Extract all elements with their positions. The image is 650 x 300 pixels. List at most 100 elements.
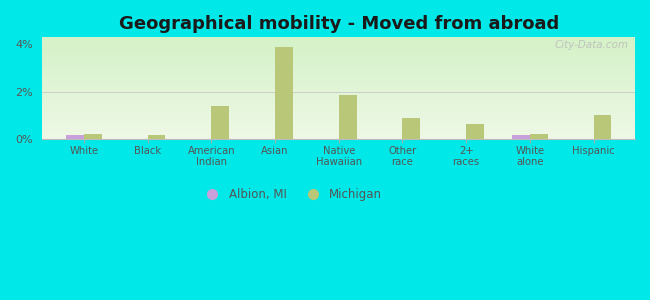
Bar (42, 62, 635, 63)
Bar (42, 108, 635, 109)
Bar (42, 111, 635, 112)
Bar (42, 129, 635, 130)
Bar (42, 138, 635, 139)
Bar (42, 109, 635, 110)
Bar (512, 135, 530, 139)
Bar (339, 95, 357, 139)
Bar (42, 115, 635, 116)
Bar (42, 42, 635, 43)
Bar (42, 116, 635, 117)
Bar (42, 54, 635, 55)
Bar (42, 43, 635, 44)
Bar (42, 118, 635, 119)
Bar (402, 118, 421, 139)
Bar (42, 101, 635, 102)
Bar (42, 39, 635, 40)
Bar (42, 94, 635, 95)
Bar (42, 110, 635, 111)
Bar (42, 86, 635, 87)
Bar (42, 133, 635, 134)
Bar (42, 106, 635, 107)
Bar (42, 78, 635, 79)
Bar (42, 38, 635, 39)
Bar (42, 57, 635, 58)
Bar (42, 107, 635, 108)
Bar (42, 46, 635, 47)
Bar (42, 80, 635, 81)
Title: Geographical mobility - Moved from abroad: Geographical mobility - Moved from abroa… (118, 15, 559, 33)
Bar (42, 69, 635, 70)
Bar (42, 134, 635, 135)
Bar (42, 120, 635, 121)
Bar (42, 87, 635, 88)
Bar (42, 66, 635, 67)
Bar (42, 40, 635, 41)
Bar (42, 56, 635, 57)
Bar (42, 77, 635, 78)
Bar (42, 58, 635, 59)
Bar (42, 96, 635, 97)
Bar (593, 115, 612, 139)
Bar (42, 81, 635, 82)
Bar (42, 51, 635, 52)
Bar (42, 90, 635, 91)
Bar (42, 122, 635, 123)
Bar (42, 124, 635, 125)
Bar (42, 88, 635, 89)
Bar (42, 73, 635, 74)
Bar (42, 44, 635, 45)
Bar (42, 136, 635, 137)
Bar (42, 75, 635, 76)
Bar (42, 128, 635, 129)
Bar (42, 68, 635, 69)
Bar (42, 135, 635, 136)
Bar (42, 130, 635, 131)
Bar (42, 118, 635, 119)
Bar (42, 72, 635, 73)
Bar (42, 70, 635, 71)
Bar (42, 67, 635, 68)
Bar (42, 102, 635, 103)
Bar (42, 95, 635, 96)
Bar (42, 41, 635, 42)
Bar (42, 45, 635, 46)
Bar (42, 132, 635, 133)
Bar (42, 85, 635, 86)
Bar (42, 126, 635, 127)
Bar (42, 64, 635, 65)
Bar (42, 49, 635, 50)
Bar (42, 82, 635, 83)
Bar (42, 71, 635, 72)
Bar (42, 105, 635, 106)
Bar (42, 97, 635, 98)
Bar (42, 47, 635, 48)
Bar (42, 55, 635, 56)
Bar (42, 137, 635, 138)
Bar (148, 135, 166, 139)
Bar (42, 59, 635, 60)
Bar (84, 134, 101, 139)
Bar (42, 121, 635, 122)
Bar (42, 65, 635, 66)
Bar (42, 127, 635, 128)
Bar (42, 119, 635, 120)
Bar (42, 113, 635, 114)
Bar (466, 124, 484, 139)
Bar (42, 85, 635, 86)
Bar (42, 123, 635, 124)
Bar (42, 103, 635, 104)
Bar (42, 83, 635, 84)
Bar (42, 53, 635, 54)
Bar (42, 52, 635, 53)
Bar (42, 98, 635, 99)
Bar (211, 106, 229, 139)
Bar (42, 50, 635, 51)
Bar (42, 104, 635, 105)
Bar (42, 112, 635, 113)
Bar (42, 100, 635, 101)
Bar (42, 114, 635, 115)
Bar (42, 131, 635, 132)
Bar (42, 125, 635, 126)
Bar (42, 74, 635, 75)
Bar (42, 92, 635, 93)
